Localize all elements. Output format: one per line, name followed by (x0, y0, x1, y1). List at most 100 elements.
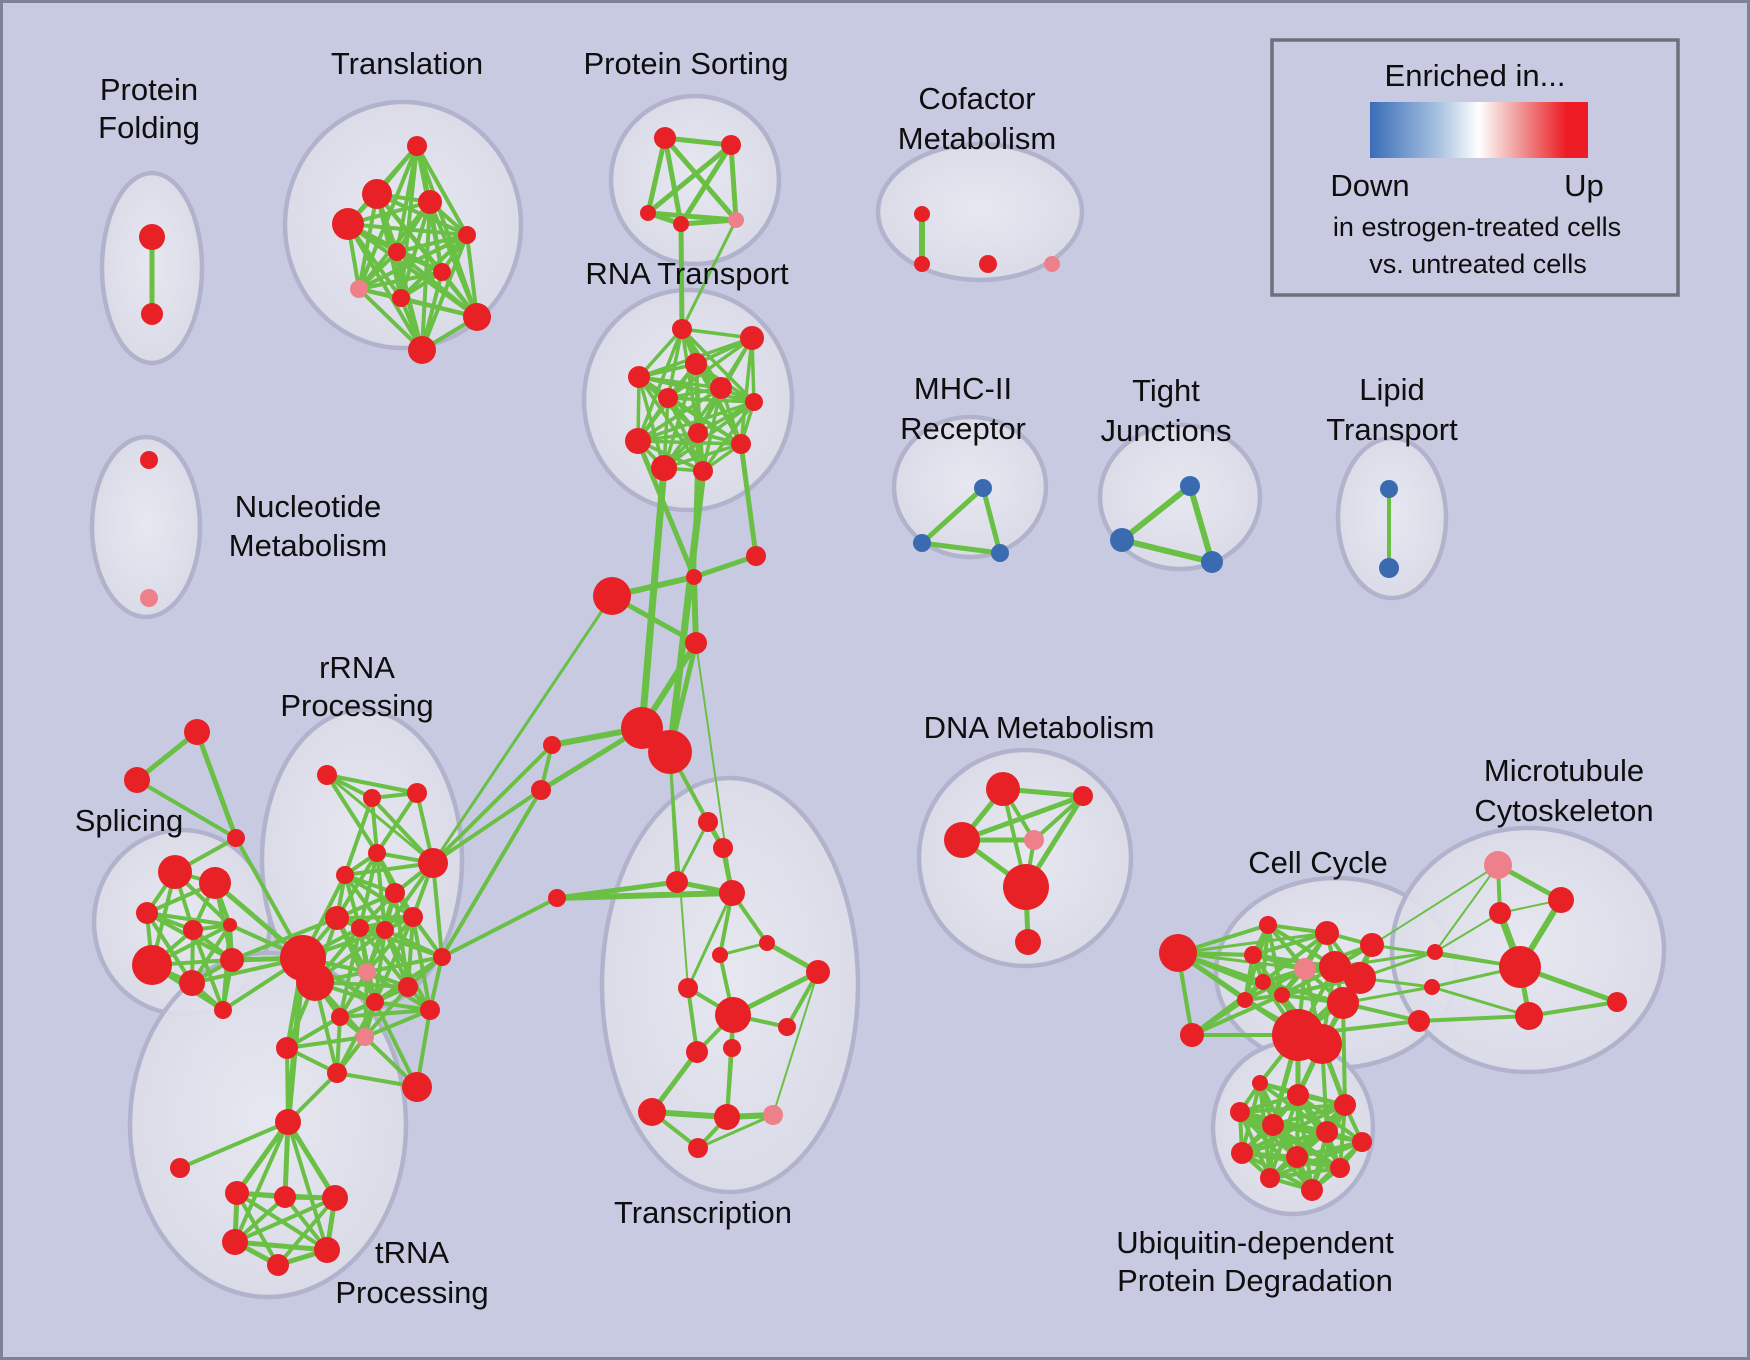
cellcycle-node (1315, 921, 1339, 945)
transcription-node (714, 1104, 740, 1130)
central-node (648, 730, 692, 774)
edge (363, 1008, 432, 1039)
edge (1434, 864, 1499, 953)
splicing-node (199, 867, 231, 899)
ubiquitin-node (1316, 1121, 1338, 1143)
edge (1240, 1130, 1329, 1155)
edge (678, 142, 734, 227)
edge (431, 788, 543, 865)
cofactor-label: Cofactor (918, 81, 1035, 116)
rrna-node (368, 844, 386, 862)
edge (285, 1119, 338, 1201)
lipid-node (1380, 480, 1398, 498)
cellcycle-node (1344, 962, 1376, 994)
lipid-label: Transport (1326, 412, 1458, 447)
rrna-node (433, 948, 451, 966)
transcription-node (698, 812, 718, 832)
cellcycle-node (1159, 934, 1197, 972)
rrna-label: Processing (280, 688, 433, 723)
central-node (686, 569, 702, 585)
edge (635, 438, 697, 580)
edge (728, 142, 739, 223)
mhc-label: Receptor (900, 411, 1026, 446)
microtubule-label: Microtubule (1484, 753, 1644, 788)
transcription-node (715, 997, 751, 1033)
edge (325, 773, 435, 865)
translation-node (350, 280, 368, 298)
central-node (685, 632, 707, 654)
edge (335, 851, 379, 920)
translation-node (458, 226, 476, 244)
ubiquitin-node (1287, 1084, 1309, 1106)
translation-node (418, 190, 442, 214)
dna-node (944, 822, 980, 858)
trna-node (274, 1186, 296, 1208)
splicing-node (223, 918, 237, 932)
edge (959, 793, 1086, 843)
cellcycle-label: Cell Cycle (1248, 845, 1388, 880)
edge (286, 1120, 329, 1252)
ubiquitin-node (1352, 1132, 1372, 1152)
edge (411, 915, 432, 1012)
rna-node (658, 388, 678, 408)
dna-node (1073, 786, 1093, 806)
edge (338, 1008, 432, 1019)
trna-node (314, 1237, 340, 1263)
transcription-node (806, 960, 830, 984)
rrna-node (336, 866, 354, 884)
legend-box (1270, 38, 1680, 297)
trna-node (222, 1229, 248, 1255)
edge (428, 200, 479, 319)
edge (691, 574, 699, 646)
edge (440, 788, 543, 959)
edge (1527, 1000, 1619, 1018)
sorting-label: Protein Sorting (583, 46, 788, 81)
edge (375, 791, 419, 855)
microtubule-label: Cytoskeleton (1474, 793, 1653, 828)
edge (383, 928, 444, 959)
translation-node (407, 136, 427, 156)
legend-subtitle-line1: in estrogen-treated cells (1333, 212, 1621, 242)
folding-label: Folding (98, 110, 200, 145)
edge (1119, 537, 1215, 565)
trna-label: Processing (335, 1275, 488, 1310)
transcription-node (686, 1041, 708, 1063)
rrna-node (407, 783, 427, 803)
splicing-node (158, 855, 192, 889)
edge (680, 327, 756, 404)
microtubule-node (1515, 1002, 1543, 1030)
edge (669, 751, 689, 989)
rrna-node (366, 993, 384, 1011)
edge (415, 144, 469, 237)
trna-node (267, 1254, 289, 1276)
rrna-node (358, 963, 376, 981)
edge (1176, 931, 1329, 955)
rna-node (685, 353, 707, 375)
edge (675, 820, 710, 884)
dna-node (1003, 864, 1049, 910)
nucleotide-node (140, 589, 158, 607)
rna-node (693, 461, 713, 481)
tight-node (1110, 528, 1134, 552)
edge (357, 192, 379, 291)
transcription-node (723, 1039, 741, 1057)
rrna-node (376, 921, 394, 939)
edge (1238, 1110, 1314, 1192)
dna-node (1024, 830, 1044, 850)
transcription-cluster-ellipse (599, 775, 861, 1195)
ubiquitin-node (1330, 1158, 1350, 1178)
transcription-node (688, 1138, 708, 1158)
sorting-node (640, 205, 656, 221)
microtubule-node (1408, 1010, 1430, 1032)
edge (919, 485, 986, 546)
edge (276, 1196, 337, 1267)
edge (233, 1196, 337, 1244)
edge (678, 221, 685, 332)
central-node (746, 546, 766, 566)
edge (335, 916, 377, 1004)
microtubule-node (1548, 887, 1574, 913)
cellcycle-node (1294, 958, 1316, 980)
splicing-node (132, 945, 172, 985)
rrna-node (317, 765, 337, 785)
